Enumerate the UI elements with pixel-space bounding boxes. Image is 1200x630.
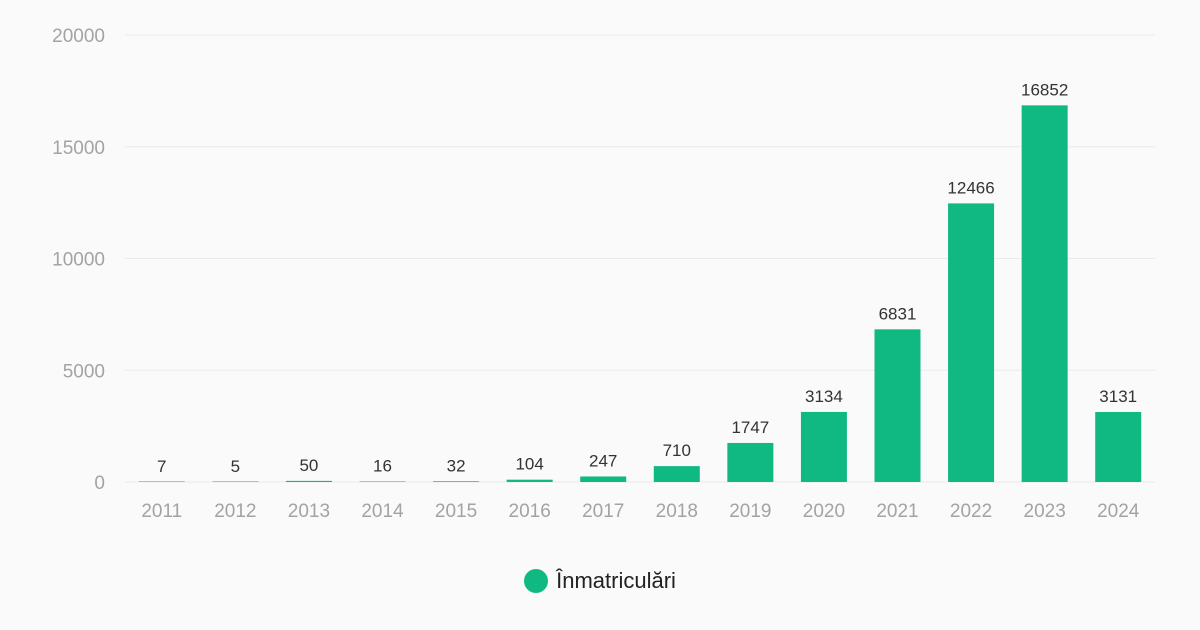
x-tick-label: 2021 bbox=[876, 501, 918, 522]
bar[interactable] bbox=[285, 480, 332, 482]
bar-value-label: 5 bbox=[231, 457, 240, 476]
x-axis-tick-labels: 2011 2012 2013 2014 2015 2016 2017 2018 2019 2020… bbox=[141, 501, 1139, 522]
x-tick-label: 2023 bbox=[1024, 501, 1066, 522]
y-tick-label: 5000 bbox=[63, 361, 105, 382]
bar-value-label: 12466 bbox=[947, 178, 994, 197]
bars bbox=[138, 105, 1142, 483]
bar-value-label: 6831 bbox=[879, 304, 917, 323]
legend-swatch bbox=[524, 569, 549, 593]
y-tick-label: 0 bbox=[94, 473, 105, 494]
y-tick-label: 15000 bbox=[52, 138, 105, 159]
bar[interactable] bbox=[433, 481, 480, 482]
bar-value-label: 32 bbox=[447, 456, 466, 475]
bar-value-label: 104 bbox=[515, 455, 543, 474]
bar-value-label: 16852 bbox=[1021, 80, 1068, 99]
bar-value-label: 247 bbox=[589, 451, 617, 470]
bar-value-label: 3134 bbox=[805, 387, 843, 406]
x-tick-label: 2013 bbox=[288, 501, 330, 522]
bar[interactable] bbox=[138, 481, 185, 483]
x-tick-label: 2024 bbox=[1097, 501, 1140, 522]
grid-lines bbox=[125, 34, 1155, 483]
x-tick-label: 2016 bbox=[509, 501, 551, 522]
bar[interactable] bbox=[506, 479, 553, 482]
bar[interactable] bbox=[580, 476, 627, 482]
x-tick-label: 2020 bbox=[803, 501, 845, 522]
bar-value-label: 50 bbox=[299, 456, 318, 475]
bar[interactable] bbox=[948, 203, 995, 483]
bar-value-labels: 7 5 50 16 32 104 247 710 1747 3134 6831 12466 16852 3… bbox=[157, 80, 1137, 476]
x-tick-label: 2017 bbox=[582, 501, 624, 522]
bar-value-label: 3131 bbox=[1099, 387, 1137, 406]
bar-value-label: 1747 bbox=[731, 418, 769, 437]
x-tick-label: 2015 bbox=[435, 501, 477, 522]
bar[interactable] bbox=[1095, 412, 1142, 482]
y-axis-tick-labels: 0 5000 10000 15000 20000 bbox=[52, 26, 105, 494]
x-tick-label: 2018 bbox=[656, 501, 698, 522]
bar[interactable] bbox=[874, 329, 921, 482]
legend-label: Înmatriculări bbox=[556, 568, 676, 593]
bar[interactable] bbox=[212, 481, 259, 483]
x-tick-label: 2019 bbox=[729, 501, 771, 522]
bar[interactable] bbox=[1021, 105, 1068, 483]
bar-value-label: 7 bbox=[157, 457, 166, 476]
x-tick-label: 2012 bbox=[214, 501, 256, 522]
y-tick-label: 10000 bbox=[52, 250, 105, 271]
bar[interactable] bbox=[800, 411, 847, 482]
y-tick-label: 20000 bbox=[52, 26, 105, 47]
bar-value-label: 710 bbox=[663, 441, 691, 460]
bar[interactable] bbox=[727, 442, 774, 482]
bar[interactable] bbox=[653, 466, 700, 482]
bar-value-label: 16 bbox=[373, 457, 392, 476]
bar[interactable] bbox=[359, 481, 406, 483]
x-tick-label: 2014 bbox=[361, 501, 404, 522]
legend[interactable]: Înmatriculări bbox=[0, 568, 1200, 594]
x-tick-label: 2011 bbox=[141, 501, 182, 522]
x-tick-label: 2022 bbox=[950, 501, 992, 522]
